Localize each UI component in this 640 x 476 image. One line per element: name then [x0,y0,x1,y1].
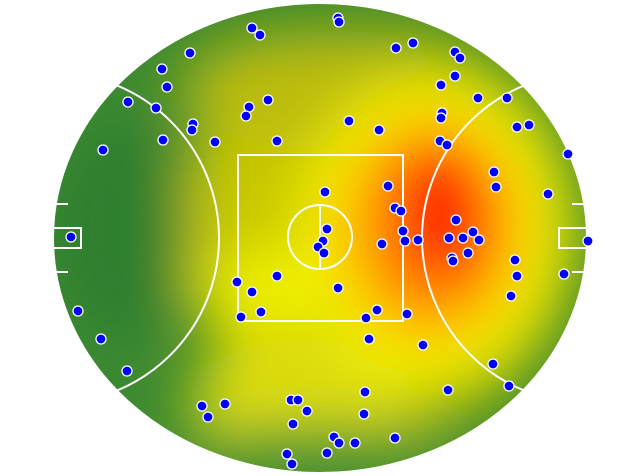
point [371,304,383,316]
point [443,232,455,244]
point [390,42,402,54]
point [95,333,107,345]
point [333,437,345,449]
point [161,81,173,93]
point [319,186,331,198]
point [65,231,77,243]
point [472,92,484,104]
point [186,124,198,136]
point [281,448,293,460]
point [150,102,162,114]
point [449,70,461,82]
point [417,339,429,351]
point [318,247,330,259]
point [122,96,134,108]
point [412,234,424,246]
point [363,333,375,345]
point [542,188,554,200]
point [97,144,109,156]
point [462,247,474,259]
point [450,214,462,226]
point [401,308,413,320]
point [360,312,372,324]
point [271,270,283,282]
point [473,234,485,246]
point [321,223,333,235]
point [286,458,298,470]
point [511,121,523,133]
point [509,254,521,266]
point [467,226,479,238]
point [442,384,454,396]
point [157,134,169,146]
point [490,181,502,193]
point [196,400,208,412]
point [254,29,266,41]
point [441,139,453,151]
point [582,235,594,247]
point [358,408,370,420]
point [447,255,459,267]
point [435,79,447,91]
point [156,63,168,75]
point [457,232,469,244]
point [435,112,447,124]
point [511,270,523,282]
point [231,276,243,288]
point [332,282,344,294]
point [287,418,299,430]
point [235,311,247,323]
point [399,235,411,247]
point [505,290,517,302]
point [184,47,196,59]
point [202,411,214,423]
point [72,305,84,317]
point [219,398,231,410]
point [246,286,258,298]
point [407,37,419,49]
point [333,16,345,28]
point [558,268,570,280]
point [488,166,500,178]
point [562,148,574,160]
point [343,115,355,127]
point [487,358,499,370]
point [321,447,333,459]
point [376,238,388,250]
point [373,124,385,136]
point [454,52,466,64]
point [349,437,361,449]
point [503,380,515,392]
point [121,365,133,377]
point [395,205,407,217]
point [523,119,535,131]
point [292,394,304,406]
point [262,94,274,106]
point [240,110,252,122]
point [271,135,283,147]
point [382,180,394,192]
point [246,22,258,34]
point [301,405,313,417]
point [389,432,401,444]
point [397,225,409,237]
point [501,92,513,104]
point [255,306,267,318]
point [209,136,221,148]
point [359,386,371,398]
